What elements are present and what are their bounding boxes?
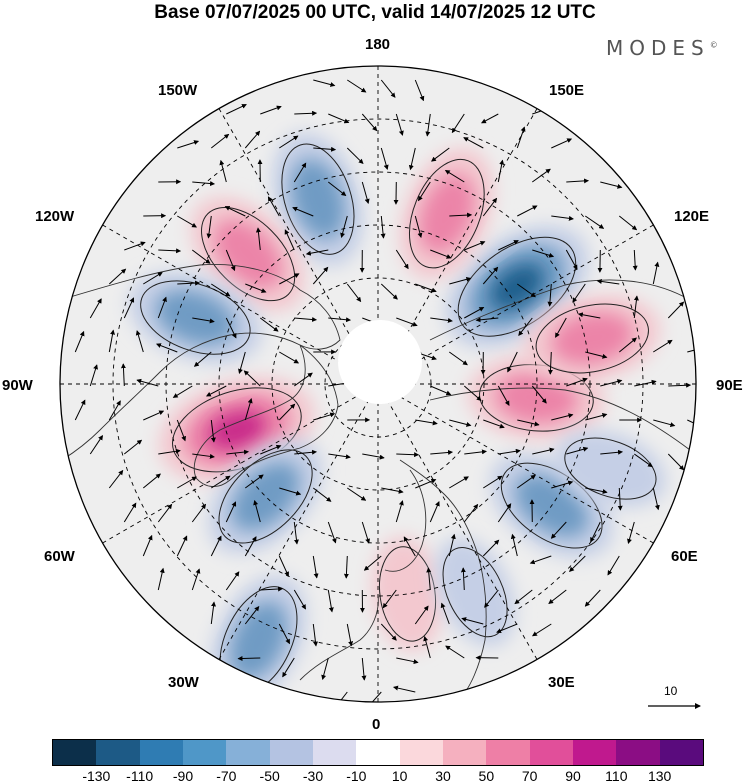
colorbar-swatch-4 xyxy=(226,740,269,765)
colorbar-tick-label: -30 xyxy=(303,768,323,784)
polar-map xyxy=(0,0,750,783)
colorbar-swatch-2 xyxy=(140,740,183,765)
lon-label-60e: 60E xyxy=(671,548,698,565)
colorbar-swatch-10 xyxy=(486,740,529,765)
lon-label-60w: 60W xyxy=(44,548,75,565)
colorbar-swatch-12 xyxy=(573,740,616,765)
colorbar-swatch-0 xyxy=(53,740,96,765)
colorbar-tick-label: -130 xyxy=(82,768,110,784)
colorbar-swatch-11 xyxy=(530,740,573,765)
colorbar-swatch-14 xyxy=(660,740,703,765)
colorbar-swatch-13 xyxy=(616,740,659,765)
colorbar-swatch-5 xyxy=(270,740,313,765)
colorbar-swatch-1 xyxy=(96,740,139,765)
colorbar-swatch-7 xyxy=(356,740,399,765)
colorbar-tick-label: -110 xyxy=(126,768,153,784)
colorbar-tick-label: -70 xyxy=(216,768,236,784)
colorbar-tick-label: -10 xyxy=(346,768,366,784)
colorbar-tick-label: 110 xyxy=(605,768,627,784)
colorbar-swatch-9 xyxy=(443,740,486,765)
lon-label-0: 0 xyxy=(372,716,380,733)
colorbar-tick-label: 30 xyxy=(435,768,451,784)
reference-vector-value: 10 xyxy=(664,684,677,698)
colorbar xyxy=(52,739,704,766)
lon-label-30e: 30E xyxy=(548,674,575,691)
colorbar-tick-label: 130 xyxy=(648,768,671,784)
lon-label-120e: 120E xyxy=(674,208,709,225)
colorbar-tick-label: -90 xyxy=(173,768,193,784)
colorbar-swatch-3 xyxy=(183,740,226,765)
lon-label-30w: 30W xyxy=(168,674,199,691)
colorbar-tick-label: -50 xyxy=(260,768,280,784)
colorbar-tick-label: 90 xyxy=(565,768,581,784)
lon-label-90w: 90W xyxy=(2,377,33,394)
colorbar-swatch-6 xyxy=(313,740,356,765)
colorbar-tick-label: 70 xyxy=(522,768,538,784)
lon-label-180: 180 xyxy=(365,36,390,53)
colorbar-tick-label: 50 xyxy=(479,768,495,784)
colorbar-tick-label: 10 xyxy=(392,768,408,784)
polar-cap xyxy=(338,320,422,404)
colorbar-swatch-8 xyxy=(400,740,443,765)
lon-label-120w: 120W xyxy=(35,208,74,225)
wind-vector-arrow xyxy=(238,658,260,659)
lon-label-90e: 90E xyxy=(716,377,743,394)
lon-label-150w: 150W xyxy=(158,82,197,99)
lon-label-150e: 150E xyxy=(549,82,584,99)
